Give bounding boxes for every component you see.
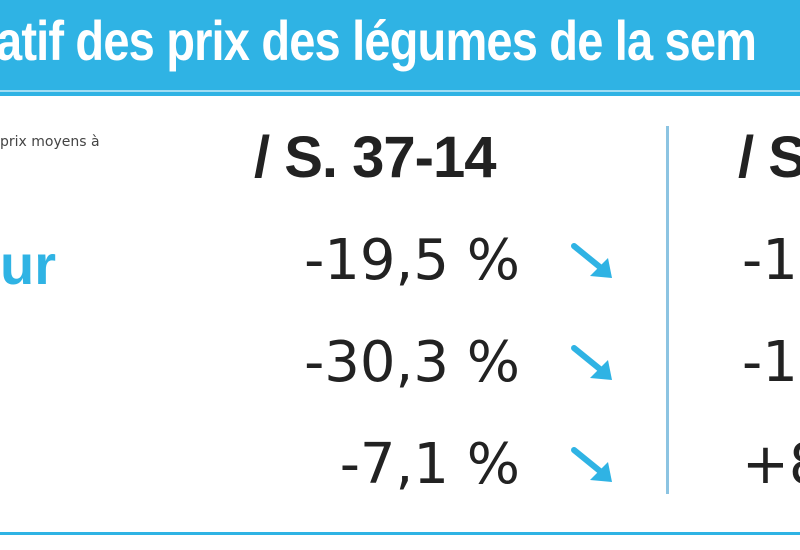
price-note: prix moyens à (0, 134, 100, 150)
row-3-value-2: +8 (742, 432, 800, 497)
bottom-rule (0, 532, 800, 535)
page-title: atif des prix des légumes de la sem (0, 9, 757, 72)
row-3-value-1: -7,1 % (339, 432, 520, 497)
column-header-second: / S (738, 125, 800, 190)
row-2-value-2: -1 (742, 330, 798, 395)
column-divider (666, 126, 669, 494)
arrow-down-right-icon (571, 447, 612, 482)
title-band: atif des prix des légumes de la sem (0, 0, 800, 96)
row-1-value-2: -1 (742, 228, 798, 293)
arrow-down-right-icon (571, 243, 612, 278)
row-1-value-1: -19,5 % (304, 228, 520, 293)
row-2-value-1: -30,3 % (304, 330, 520, 395)
arrow-down-right-icon (571, 345, 612, 380)
column-header-week-37: / S. 37-14 (254, 125, 496, 190)
row-label-1: ur (0, 233, 56, 296)
title-underline (0, 90, 800, 92)
